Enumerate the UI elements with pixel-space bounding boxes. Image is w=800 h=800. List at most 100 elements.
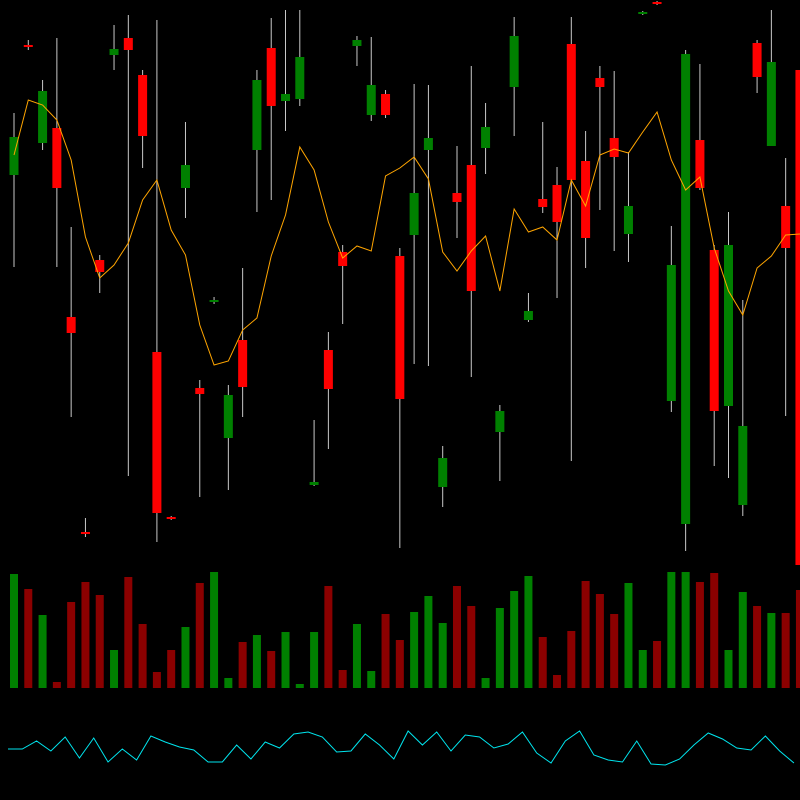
volume-bar: [10, 574, 18, 688]
candle-body: [309, 482, 319, 485]
candle-body: [509, 36, 519, 87]
volume-bar: [381, 614, 390, 688]
volume-bar: [367, 671, 376, 688]
volume-bar: [795, 590, 800, 688]
moving-average-line: [13, 99, 800, 366]
volume-bar: [181, 627, 190, 688]
volume-bar: [267, 651, 276, 688]
volume-bar: [295, 684, 304, 688]
candle-body: [538, 199, 548, 207]
candle-body: [238, 340, 248, 387]
candle-body: [666, 265, 676, 401]
candle-body: [95, 260, 105, 272]
volume-bar: [324, 586, 333, 688]
candle-body: [466, 165, 476, 291]
volume-bar: [667, 572, 676, 688]
candle-body: [795, 70, 800, 565]
candle-body: [281, 94, 291, 101]
candle-body: [180, 165, 190, 188]
volume-bar: [152, 672, 161, 688]
volume-bar: [653, 641, 662, 688]
candle-body: [395, 256, 405, 399]
candle-body: [123, 38, 133, 50]
volume-bar: [595, 594, 604, 688]
candle-body: [381, 94, 391, 115]
volume-bar: [567, 631, 576, 688]
volume-bar: [352, 624, 361, 688]
volume-bar: [24, 589, 33, 688]
candle-body: [152, 352, 162, 513]
volume-bar: [481, 678, 490, 688]
candle-body: [724, 245, 733, 406]
volume-bar: [195, 583, 204, 688]
volume-bar: [310, 632, 319, 688]
candle-body: [652, 2, 662, 4]
volume-bar: [781, 613, 790, 688]
volume-bar: [410, 612, 419, 688]
volume-bar: [767, 613, 776, 688]
candle-body: [138, 75, 148, 136]
candle-body: [766, 62, 776, 146]
volume-bar: [495, 608, 504, 688]
candle-body: [9, 137, 19, 175]
candle-body: [352, 40, 362, 46]
volume-bar: [238, 642, 247, 688]
volume-bar: [138, 624, 147, 688]
volume-bar: [224, 678, 233, 688]
candle-body: [495, 411, 505, 432]
volume-bar: [452, 586, 461, 688]
volume-bar: [624, 583, 633, 688]
volume-bar: [52, 682, 61, 688]
volume-bar: [638, 650, 647, 688]
candle-body: [609, 138, 619, 157]
volume-bar: [110, 650, 119, 688]
candle-body: [552, 185, 562, 222]
candle-body: [781, 206, 791, 248]
volume-bar: [695, 582, 704, 688]
volume-bar: [538, 637, 547, 688]
candle-body: [52, 128, 62, 188]
indicator-line: [8, 730, 795, 766]
candle-body: [738, 426, 748, 505]
candle-body: [38, 91, 48, 143]
volume-bar: [395, 640, 404, 688]
volume-bar: [95, 595, 104, 688]
volume-bar: [281, 632, 290, 688]
volume-bar: [553, 675, 562, 688]
volume-bar: [681, 572, 690, 688]
candle-body: [752, 43, 762, 77]
candle-body: [223, 395, 233, 438]
candle-body: [338, 252, 348, 266]
candle-body: [252, 80, 262, 150]
volume-bar: [710, 573, 719, 688]
volume-bar: [210, 572, 219, 688]
volume-bar: [724, 650, 733, 688]
candle-body: [523, 311, 533, 320]
candle-body: [438, 458, 448, 487]
candle-body: [638, 12, 648, 14]
volume-bar: [510, 591, 519, 688]
volume-bar: [252, 635, 261, 688]
candle-body: [409, 193, 419, 235]
candle-body: [323, 350, 333, 389]
candle-body: [566, 44, 576, 180]
volume-bar: [81, 582, 90, 688]
candle-body: [295, 57, 305, 99]
candle-body: [195, 388, 205, 394]
candle-body: [695, 140, 705, 188]
volume-bar: [738, 592, 747, 688]
volume-bar: [338, 670, 347, 688]
volume-bar: [67, 602, 76, 688]
volume-bar: [753, 606, 762, 688]
volume-bar: [124, 577, 133, 688]
candle-body: [266, 48, 276, 106]
candle-body: [709, 250, 719, 411]
volume-bar: [524, 576, 533, 688]
candle-body: [423, 138, 433, 150]
candle-body: [581, 161, 591, 238]
candle-body: [595, 78, 605, 87]
candle-body: [681, 54, 691, 524]
candle-body: [366, 85, 376, 115]
volume-bar: [467, 606, 476, 688]
